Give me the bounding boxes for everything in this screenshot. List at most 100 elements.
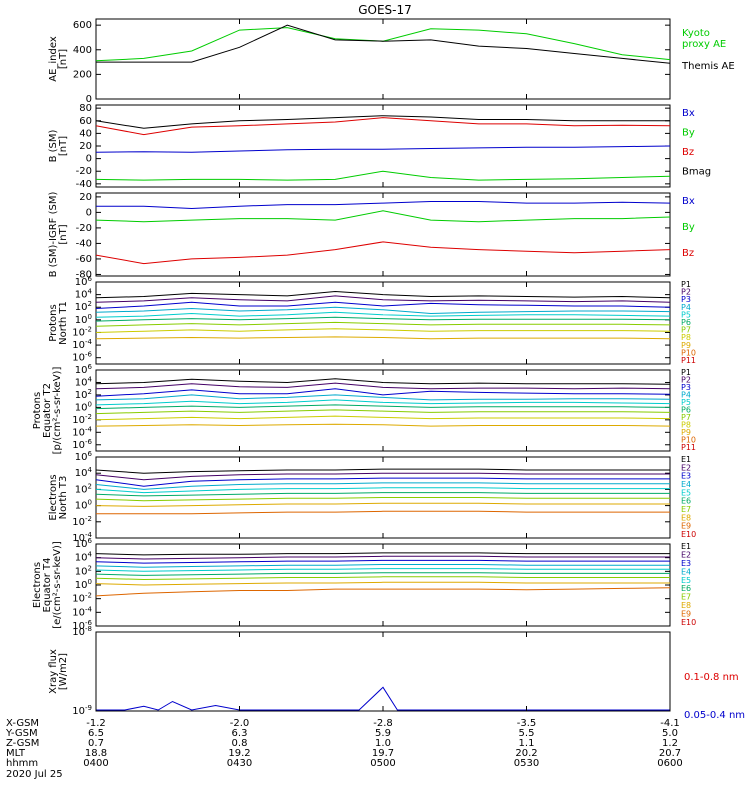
x-tick-label: 0.8 (232, 738, 248, 749)
x-tick-label: 6.5 (88, 728, 104, 739)
x-tick-label: 18.8 (85, 748, 107, 759)
legend-entry: P6 (681, 318, 691, 327)
legend-entry: E8 (681, 601, 691, 610)
legend-entry: E9 (681, 610, 691, 619)
legend-entry: Bx (682, 108, 695, 119)
series-line (95, 328, 671, 333)
y-tick-label: 10-4 (72, 605, 92, 618)
legend-entry: By (682, 128, 695, 139)
x-tick-label: -2.8 (373, 718, 393, 729)
legend-entry: proxy AE (682, 39, 726, 50)
y-tick-label: 10-2 (72, 325, 92, 338)
series-line (95, 492, 670, 497)
legend-entry: P4 (681, 303, 691, 312)
series-line (96, 686, 670, 711)
y-tick-label: 102 (75, 388, 92, 401)
legend-entry: Kyoto (682, 28, 710, 39)
y-axis-label: Electrons (48, 474, 59, 520)
y-axis-label: [e/(cm²-s-sr-keV)] (52, 541, 63, 629)
series-line (96, 24, 671, 64)
series-line (95, 423, 671, 427)
y-tick-label: -20 (76, 223, 92, 234)
y-tick-label: 10-6 (72, 438, 92, 451)
series-line (95, 394, 671, 401)
y-tick-label: 10-8 (72, 625, 92, 638)
legend-entry: 0.1-0.8 nm (684, 672, 739, 683)
series-line (95, 336, 671, 340)
y-tick-label: -20 (76, 166, 92, 177)
legend-entry: E1 (681, 542, 691, 551)
y-axis-label: [nT] (58, 224, 69, 244)
legend-entry: P7 (681, 413, 691, 422)
legend-entry: Bx (682, 196, 695, 207)
y-tick-label: 200 (73, 69, 92, 80)
legend-entry: P3 (681, 383, 691, 392)
series-line (95, 378, 671, 385)
panel-xray: 10-9 10-8 Xray flux [W/m2] 0.1-0.8 nm 0.05-0.… (48, 625, 745, 721)
series-line (95, 311, 671, 318)
y-tick-label: 20 (79, 141, 92, 152)
y-tick-label: 100 (75, 313, 92, 326)
y-tick-label: 10-9 (72, 704, 92, 717)
x-row-label: MLT (6, 748, 26, 759)
x-row-label: Z-GSM (6, 738, 39, 749)
x-tick-label: 1.2 (662, 738, 678, 749)
panel-frame (95, 631, 671, 712)
series-line (95, 559, 670, 564)
series-line (95, 568, 670, 572)
legend-entry: P4 (681, 391, 691, 400)
series-line (95, 487, 670, 494)
y-axis-label: Protons (32, 392, 43, 429)
legend-entry: E2 (681, 550, 691, 559)
legend-entry: P6 (681, 406, 691, 415)
series-line (95, 145, 671, 153)
legend-entry: E3 (681, 472, 691, 481)
x-tick-label: 5.5 (519, 728, 535, 739)
series-line (95, 316, 671, 322)
y-axis-label: Electrons (32, 562, 43, 608)
y-tick-label: 104 (75, 375, 93, 388)
legend-entry: P7 (681, 326, 691, 335)
date-label: 2020 Jul 25 (6, 769, 63, 780)
x-tick-label: 0600 (657, 758, 682, 769)
legend-entry: P10 (681, 348, 696, 357)
x-tick-label: 1.1 (519, 738, 535, 749)
y-tick-label: 20 (79, 192, 92, 203)
legend-entry: E8 (681, 513, 691, 522)
legend-entry: E1 (681, 455, 691, 464)
y-axis-label: North T1 (58, 301, 69, 345)
legend: 0.1-0.8 nm 0.05-0.4 nm (684, 672, 745, 721)
x-tick-label: 5.0 (662, 728, 678, 739)
series-line (96, 510, 670, 515)
legend-entry: E5 (681, 488, 691, 497)
y-axis-label: AE_index (48, 36, 59, 82)
x-tick-label: 1.0 (375, 738, 391, 749)
y-tick-label: 0 (86, 207, 92, 218)
legend-entry: P8 (681, 421, 691, 430)
x-tick-label: 6.3 (232, 728, 248, 739)
legend-entry: E7 (681, 505, 691, 514)
y-axis-label: North T3 (58, 476, 69, 520)
series-line (95, 382, 671, 390)
y-tick-label: 104 (75, 466, 93, 479)
legend-entry: P8 (681, 333, 691, 342)
legend-entry: E6 (681, 584, 691, 593)
series-line (95, 552, 670, 556)
series-line (95, 404, 671, 410)
series-line (95, 497, 670, 502)
y-axis-label: [W/m2] (58, 653, 69, 690)
legend-entry: E10 (681, 530, 696, 539)
series-line (95, 301, 671, 309)
y-tick-label: 80 (79, 103, 92, 114)
series-line (95, 572, 670, 576)
series-line (95, 409, 671, 415)
x-tick-label: 5.9 (375, 728, 391, 739)
series-line (95, 295, 671, 303)
series-line (96, 201, 671, 210)
y-axis-label: [p/(cm²-s-sr-keV)] (52, 367, 63, 455)
x-tick-label: 0500 (370, 758, 395, 769)
